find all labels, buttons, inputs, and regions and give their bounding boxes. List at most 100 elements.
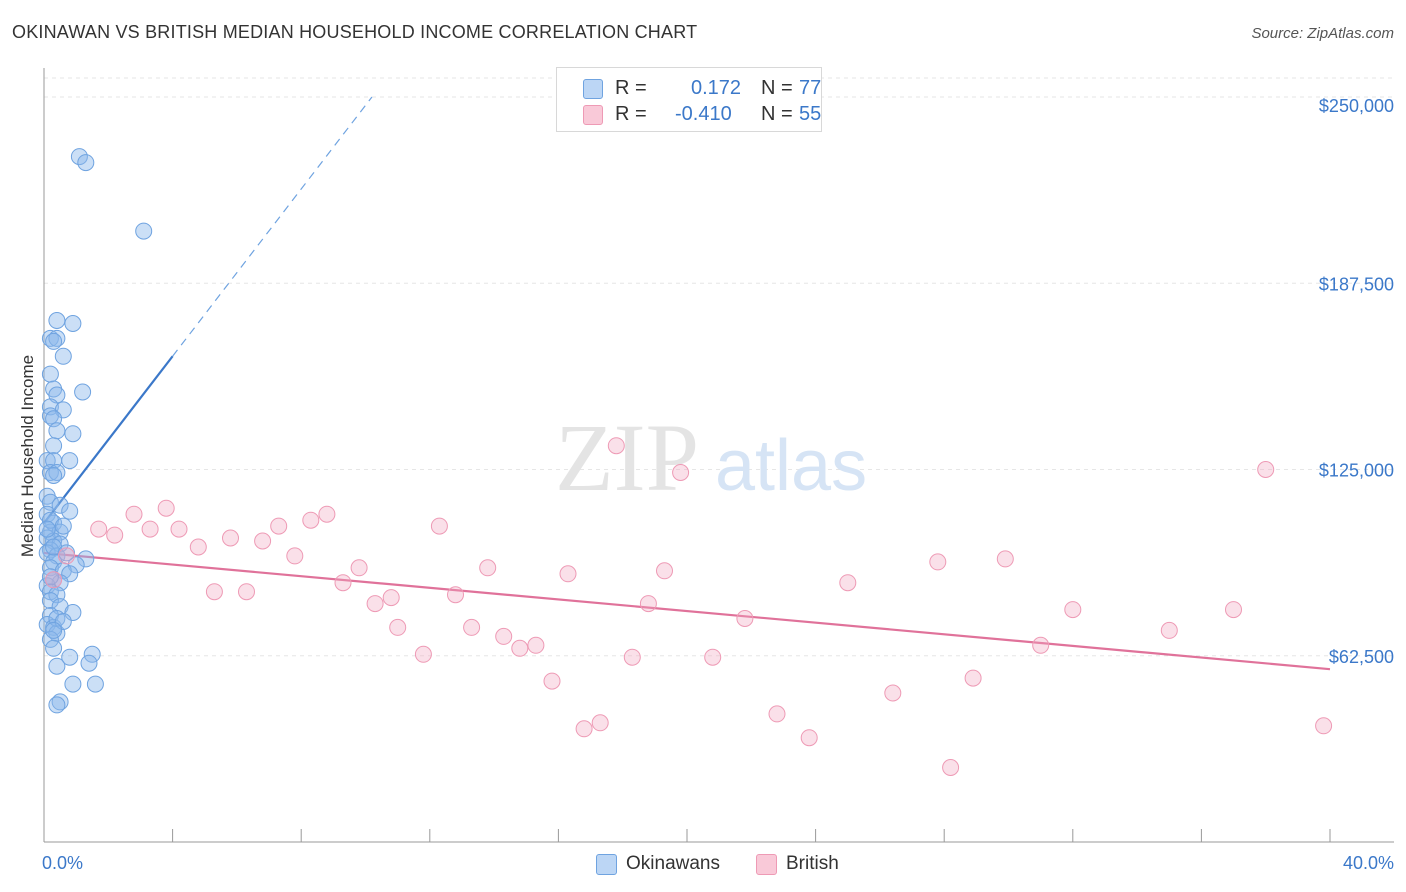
legend-n-value: 77 bbox=[799, 77, 822, 99]
data-point bbox=[41, 464, 59, 481]
data-point bbox=[672, 464, 690, 481]
chart-source: Source: ZipAtlas.com bbox=[1251, 25, 1394, 42]
data-point bbox=[704, 648, 722, 666]
data-point bbox=[51, 496, 69, 514]
data-point bbox=[83, 645, 101, 663]
legend-r-value: 0.172 bbox=[691, 77, 742, 99]
data-point bbox=[736, 610, 754, 627]
data-point bbox=[430, 517, 448, 535]
data-point bbox=[70, 148, 88, 166]
y-tick-label: $250,000 bbox=[1319, 96, 1394, 116]
data-point bbox=[639, 595, 657, 613]
data-point bbox=[656, 562, 673, 580]
data-point bbox=[623, 648, 641, 666]
data-point bbox=[45, 639, 63, 657]
data-point bbox=[106, 526, 124, 544]
data-point bbox=[48, 464, 66, 481]
data-point bbox=[591, 714, 609, 732]
watermark-zip: ZIP bbox=[555, 404, 699, 511]
data-point bbox=[543, 672, 561, 690]
data-point bbox=[61, 502, 79, 520]
legend-swatch-okinawans bbox=[583, 79, 603, 99]
okinawans-swatch bbox=[596, 854, 617, 875]
data-point bbox=[64, 675, 82, 693]
legend: R = 0.172 N = 77 R = -0.410 N = 55 bbox=[556, 67, 822, 132]
data-point bbox=[41, 568, 59, 586]
data-point bbox=[41, 592, 59, 610]
data-point bbox=[41, 329, 59, 347]
data-point bbox=[48, 329, 66, 347]
data-point bbox=[61, 565, 79, 583]
data-point bbox=[64, 315, 82, 332]
data-point bbox=[38, 520, 56, 538]
data-point bbox=[318, 505, 336, 523]
legend-n-value: 55 bbox=[799, 103, 822, 125]
data-point bbox=[48, 696, 66, 714]
legend-n-label: N = bbox=[761, 103, 793, 125]
data-point bbox=[48, 422, 66, 440]
okinawans-label: Okinawans bbox=[626, 853, 720, 874]
trend-line-british bbox=[43, 551, 1331, 671]
data-point bbox=[414, 645, 432, 663]
watermark-atlas: atlas bbox=[715, 426, 867, 506]
data-point bbox=[74, 383, 92, 401]
data-point bbox=[45, 332, 63, 350]
data-point bbox=[61, 648, 79, 666]
data-point bbox=[64, 425, 82, 443]
data-point bbox=[1225, 601, 1242, 619]
data-point bbox=[90, 520, 108, 538]
data-point bbox=[222, 529, 239, 547]
data-point bbox=[54, 347, 72, 365]
y-tick-label: $62,500 bbox=[1329, 647, 1394, 667]
data-point bbox=[382, 589, 400, 607]
data-point bbox=[463, 618, 481, 636]
data-point bbox=[302, 511, 320, 529]
data-point bbox=[141, 520, 159, 538]
y-tick-label: $125,000 bbox=[1319, 461, 1394, 481]
data-point bbox=[389, 618, 407, 636]
data-point bbox=[447, 586, 464, 604]
data-point bbox=[189, 538, 207, 556]
trend-line-okinawans-extension bbox=[172, 96, 373, 357]
gridlines bbox=[44, 77, 1394, 657]
data-point bbox=[157, 499, 175, 517]
british-swatch bbox=[756, 854, 777, 875]
data-point bbox=[48, 657, 66, 675]
data-point bbox=[238, 583, 255, 601]
data-point bbox=[45, 621, 63, 639]
axes bbox=[43, 68, 1394, 843]
data-point bbox=[334, 574, 352, 592]
x-tick-label-right: 40.0% bbox=[1343, 853, 1394, 873]
data-point bbox=[964, 669, 982, 687]
data-point bbox=[135, 222, 153, 240]
british-label: British bbox=[786, 853, 839, 874]
data-point bbox=[884, 684, 902, 702]
data-point bbox=[125, 505, 143, 523]
data-point bbox=[61, 452, 79, 470]
data-point bbox=[607, 437, 625, 455]
data-point bbox=[48, 312, 66, 329]
data-point bbox=[270, 517, 288, 535]
legend-r-label: R = bbox=[615, 103, 647, 125]
trend-lines bbox=[43, 96, 1331, 671]
data-point bbox=[41, 365, 59, 383]
data-point bbox=[205, 583, 223, 601]
data-point bbox=[45, 467, 63, 484]
legend-r-value: -0.410 bbox=[675, 103, 732, 125]
y-tick-label: $187,500 bbox=[1319, 274, 1394, 294]
data-point bbox=[1160, 621, 1178, 639]
data-point bbox=[575, 720, 593, 738]
data-point bbox=[77, 154, 95, 172]
tick-labels: $62,500 $125,000 $187,500 $250,000 bbox=[1319, 96, 1394, 667]
trend-line-okinawans bbox=[43, 355, 174, 524]
data-point bbox=[77, 550, 95, 568]
chart-title: OKINAWAN VS BRITISH MEDIAN HOUSEHOLD INC… bbox=[12, 22, 698, 42]
data-point bbox=[350, 559, 368, 577]
data-point bbox=[254, 532, 272, 550]
legend-n-label: N = bbox=[761, 77, 793, 99]
data-point bbox=[527, 636, 545, 654]
data-point bbox=[929, 553, 947, 571]
data-point bbox=[86, 675, 104, 693]
data-point bbox=[80, 654, 98, 672]
data-point bbox=[170, 520, 188, 538]
